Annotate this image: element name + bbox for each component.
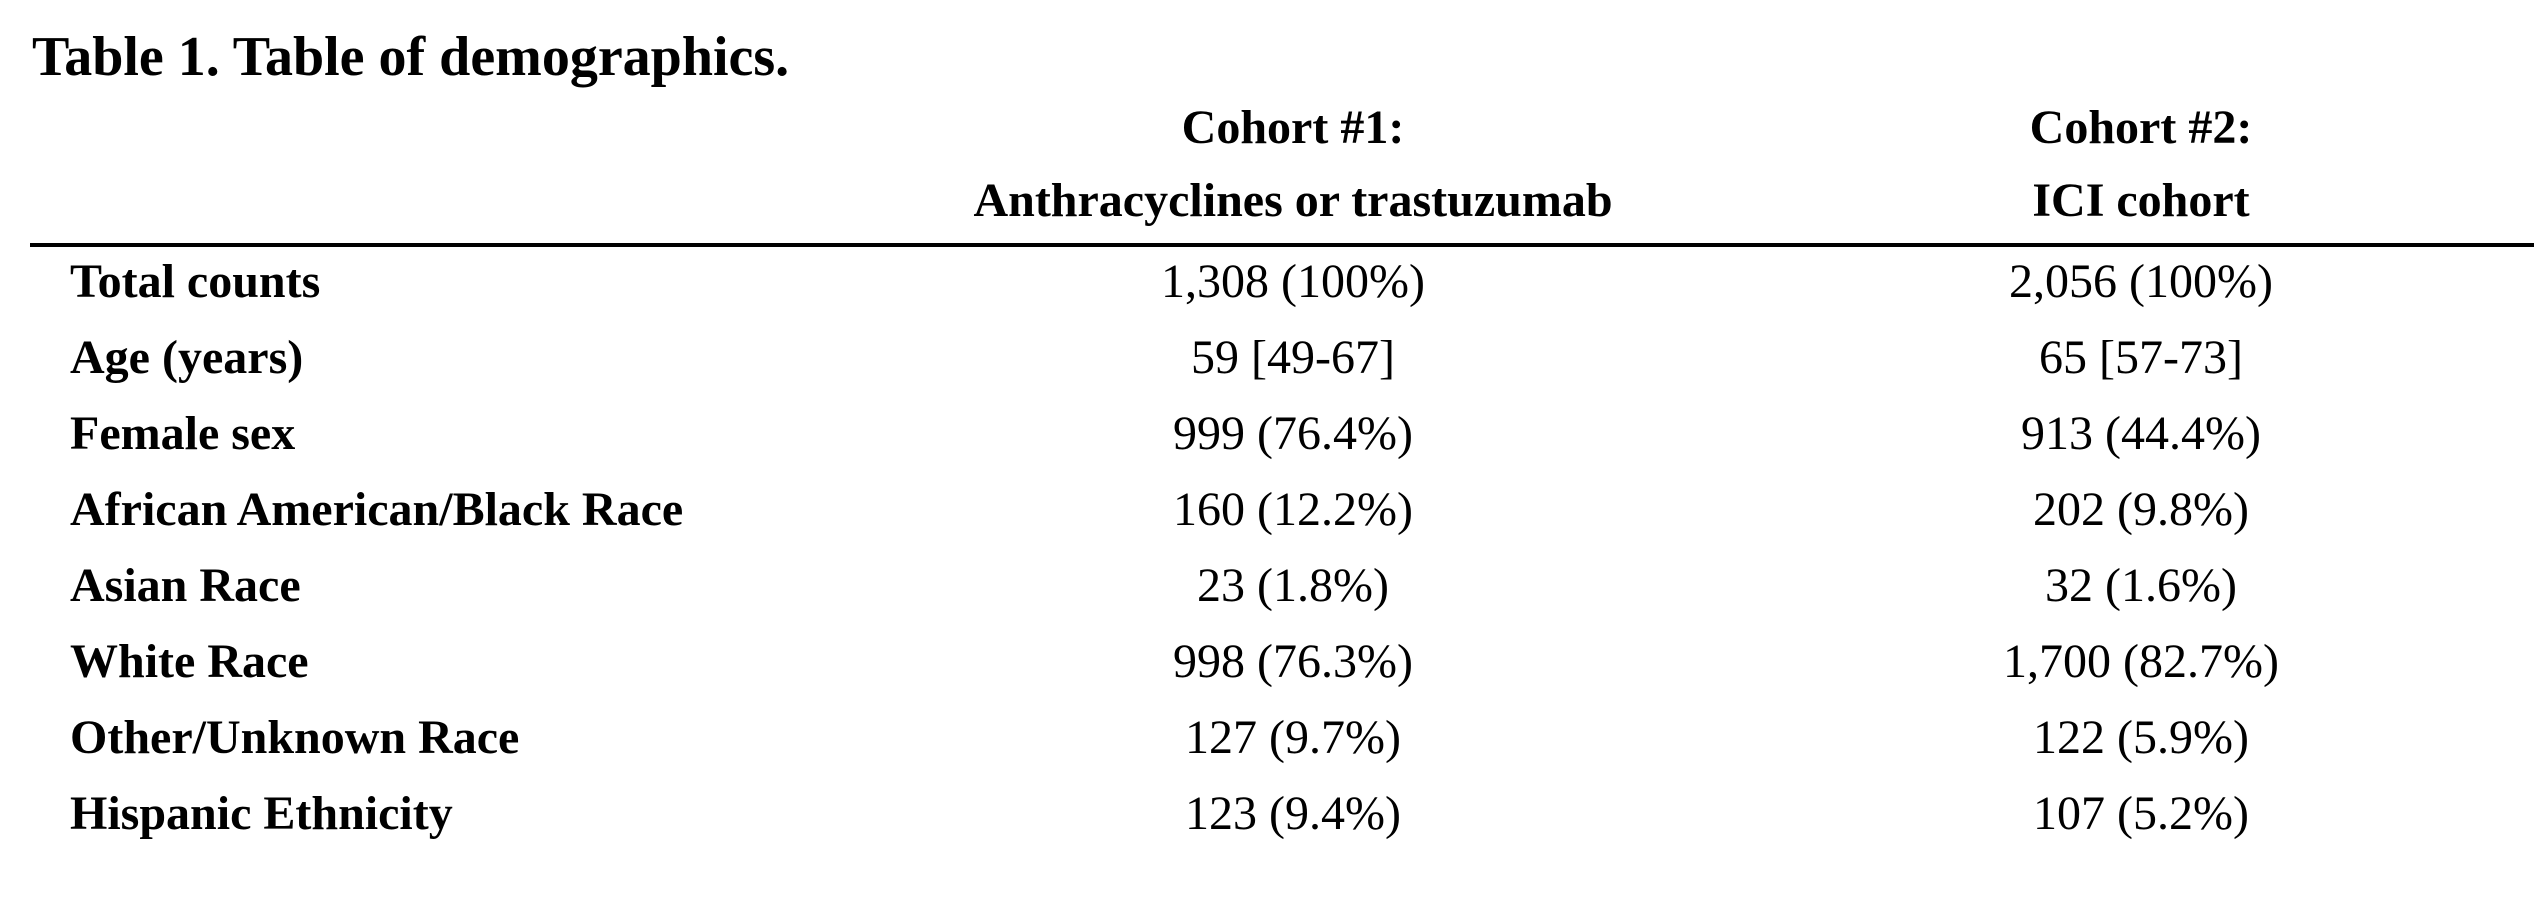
cell: 999 (76.4%) xyxy=(1173,407,1413,460)
cell: 913 (44.4%) xyxy=(2021,407,2261,460)
row-label: Other/Unknown Race xyxy=(70,711,519,764)
table-title: Table 1. Table of demographics. xyxy=(32,26,789,88)
column-header: Cohort #1: xyxy=(1182,101,1405,154)
cell: 65 [57-73] xyxy=(2039,331,2243,384)
cell: 59 [49-67] xyxy=(1191,331,1395,384)
column-header: Anthracyclines or trastuzumab xyxy=(973,174,1612,227)
row-label: Total counts xyxy=(70,255,320,308)
cell: 160 (12.2%) xyxy=(1173,483,1413,536)
cell: 122 (5.9%) xyxy=(2033,711,2249,764)
row-label: White Race xyxy=(70,635,309,688)
cell: 123 (9.4%) xyxy=(1185,787,1401,840)
cell: 32 (1.6%) xyxy=(2045,559,2237,612)
row-label: Female sex xyxy=(70,407,295,460)
cell: 1,308 (100%) xyxy=(1161,255,1425,308)
row-label: Age (years) xyxy=(70,331,303,384)
row-label: Asian Race xyxy=(70,559,301,612)
cell: 23 (1.8%) xyxy=(1197,559,1389,612)
cell: 107 (5.2%) xyxy=(2033,787,2249,840)
cell: 2,056 (100%) xyxy=(2009,255,2273,308)
row-label: African American/Black Race xyxy=(70,483,683,536)
row-label: Hispanic Ethnicity xyxy=(70,787,453,840)
cell: 998 (76.3%) xyxy=(1173,635,1413,688)
cell: 1,700 (82.7%) xyxy=(2003,635,2279,688)
column-header: ICI cohort xyxy=(2032,174,2249,227)
column-header: Cohort #2: xyxy=(2030,101,2253,154)
cell: 127 (9.7%) xyxy=(1185,711,1401,764)
cell: 202 (9.8%) xyxy=(2033,483,2249,536)
